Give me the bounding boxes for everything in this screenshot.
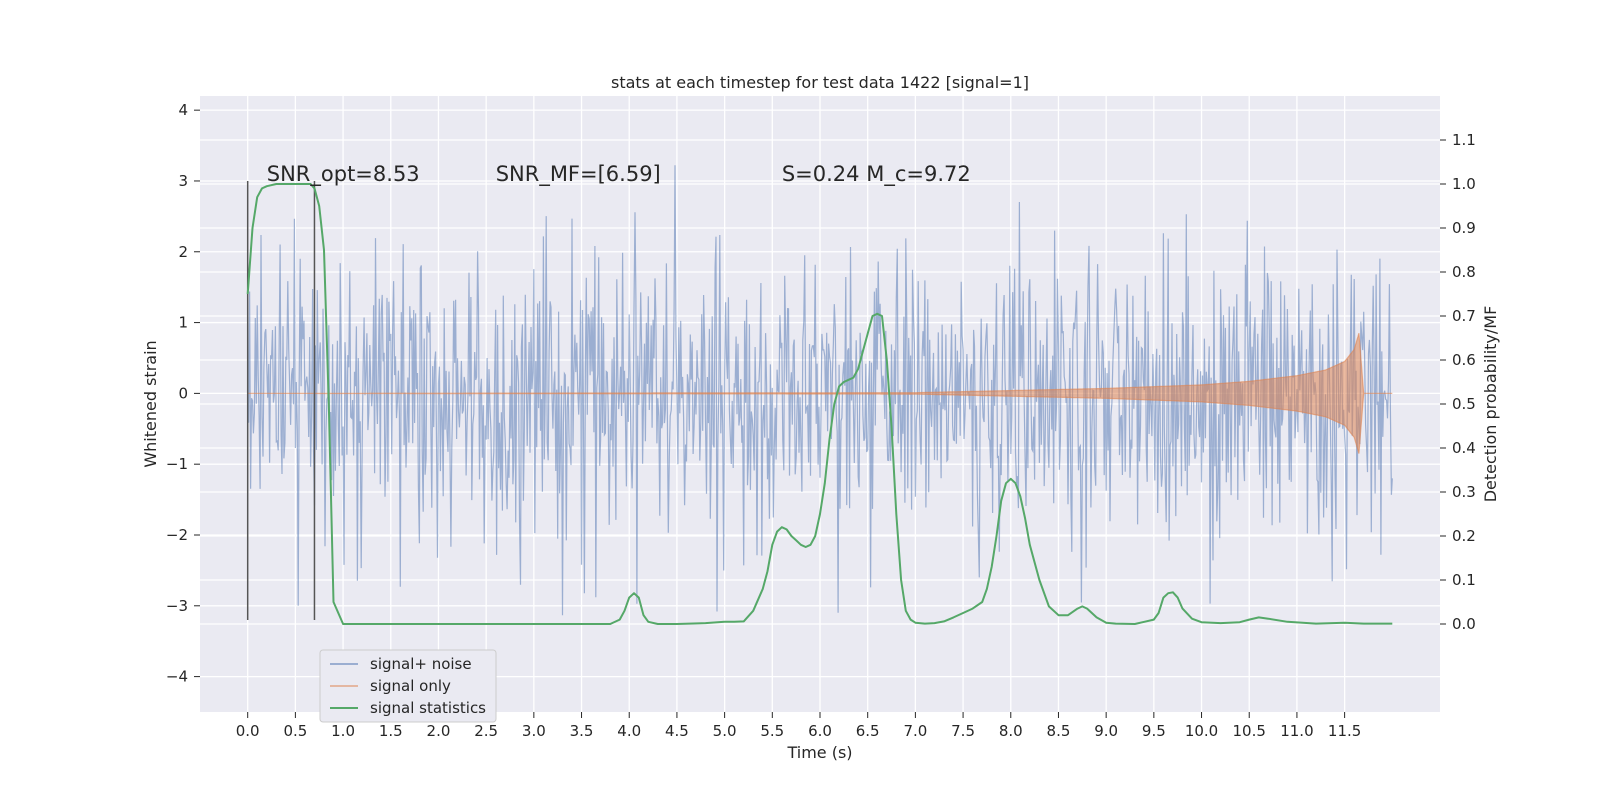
right-y-tick-label: 0.1 <box>1452 571 1476 589</box>
right-y-axis-label: Detection probability/MF <box>1481 306 1500 503</box>
right-y-tick-label: 0.8 <box>1452 263 1476 281</box>
right-y-tick-label: 1.1 <box>1452 131 1476 149</box>
plot-content <box>246 165 1393 625</box>
x-tick-label: 2.5 <box>474 722 498 740</box>
right-y-tick-label: 0.4 <box>1452 439 1476 457</box>
annotation-text: SNR_opt=8.53 <box>267 162 420 187</box>
x-tick-label: 6.5 <box>856 722 880 740</box>
left-y-tick-label: −1 <box>166 455 188 473</box>
legend-label-signal-only: signal only <box>370 677 451 695</box>
chart-title: stats at each timestep for test data 142… <box>611 73 1029 92</box>
left-y-tick-label: 3 <box>178 172 188 190</box>
x-tick-label: 3.5 <box>570 722 594 740</box>
right-y-tick-label: 0.9 <box>1452 219 1476 237</box>
annotation-text: SNR_MF=[6.59] <box>496 162 661 187</box>
x-tick-label: 1.0 <box>331 722 355 740</box>
left-y-tick-label: 4 <box>178 101 188 119</box>
x-tick-label: 4.0 <box>617 722 641 740</box>
x-tick-label: 8.0 <box>999 722 1023 740</box>
legend-label-signal-statistics: signal statistics <box>370 699 486 717</box>
left-y-tick-label: 0 <box>178 384 188 402</box>
left-y-axis-ticks: −4 −3 −2 −1 0 1 2 3 4 <box>166 101 200 686</box>
series-signal-noise <box>247 165 1393 616</box>
left-y-tick-label: −3 <box>166 597 188 615</box>
x-tick-label: 0.0 <box>236 722 260 740</box>
x-tick-label: 10.5 <box>1233 722 1266 740</box>
left-y-tick-label: 2 <box>178 243 188 261</box>
legend-label-signal-noise: signal+ noise <box>370 655 472 673</box>
x-tick-label: 7.0 <box>903 722 927 740</box>
x-tick-label: 5.5 <box>760 722 784 740</box>
x-tick-label: 11.0 <box>1280 722 1313 740</box>
x-tick-label: 9.0 <box>1094 722 1118 740</box>
x-tick-label: 7.5 <box>951 722 975 740</box>
series-signal-only <box>247 333 1393 454</box>
x-tick-label: 6.0 <box>808 722 832 740</box>
left-y-tick-label: −4 <box>166 668 188 686</box>
right-y-tick-label: 0.3 <box>1452 483 1476 501</box>
right-y-tick-label: 0.6 <box>1452 351 1476 369</box>
x-tick-label: 11.5 <box>1328 722 1361 740</box>
x-axis-label: Time (s) <box>786 743 852 762</box>
left-y-axis-label: Whitened strain <box>141 340 160 467</box>
x-tick-label: 3.0 <box>522 722 546 740</box>
x-tick-label: 0.5 <box>283 722 307 740</box>
x-tick-label: 10.0 <box>1185 722 1218 740</box>
right-y-axis-ticks: 0.0 0.1 0.2 0.3 0.4 0.5 0.6 0.7 0.8 0.9 1.0 1.1 <box>1440 131 1476 633</box>
x-tick-label: 8.5 <box>1047 722 1071 740</box>
x-tick-label: 9.5 <box>1142 722 1166 740</box>
right-y-tick-label: 0.7 <box>1452 307 1476 325</box>
right-y-tick-label: 0.0 <box>1452 615 1476 633</box>
right-y-tick-label: 0.2 <box>1452 527 1476 545</box>
left-y-tick-label: 1 <box>178 314 188 332</box>
x-tick-label: 4.5 <box>665 722 689 740</box>
legend: signal+ noise signal only signal statist… <box>319 649 497 723</box>
series-signal-statistics <box>246 183 1393 625</box>
annotations: SNR_opt=8.53 SNR_MF=[6.59] S=0.24 M_c=9.72 <box>267 162 971 187</box>
left-y-tick-label: −2 <box>166 526 188 544</box>
right-y-tick-label: 1.0 <box>1452 175 1476 193</box>
annotation-text: S=0.24 M_c=9.72 <box>782 162 971 187</box>
right-y-tick-label: 0.5 <box>1452 395 1476 413</box>
x-tick-label: 1.5 <box>379 722 403 740</box>
x-tick-label: 5.0 <box>713 722 737 740</box>
x-axis-ticks: 0.0 0.5 1.0 1.5 2.0 2.5 3.0 3.5 4.0 4.5 5.0 5.5 6.0 6… <box>236 712 1361 740</box>
legend-box <box>319 649 497 723</box>
x-tick-label: 2.0 <box>427 722 451 740</box>
